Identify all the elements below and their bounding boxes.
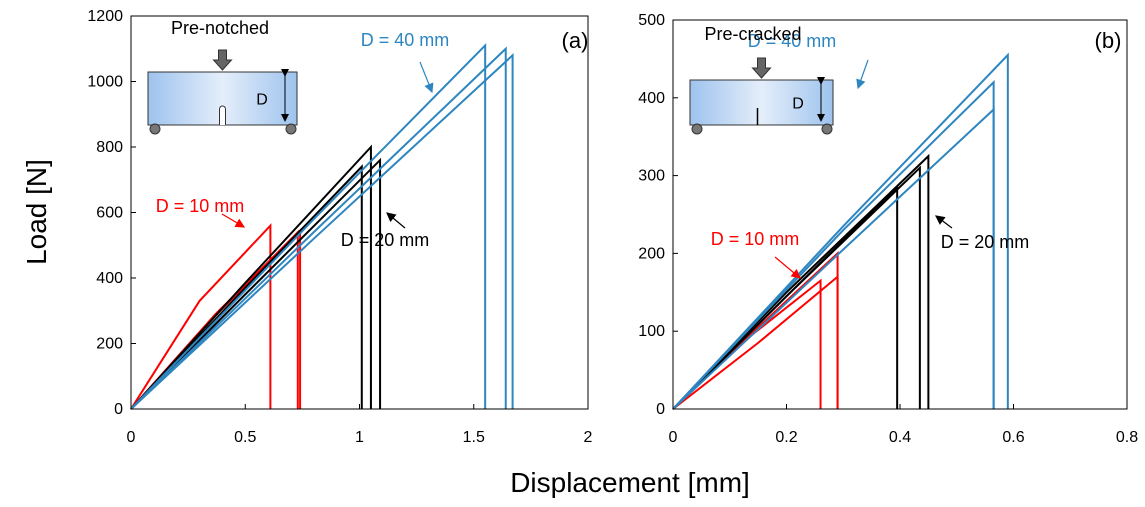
y-tick-label: 300 bbox=[638, 168, 665, 185]
load-arrow bbox=[212, 49, 233, 71]
inset-label: Pre-notched bbox=[171, 18, 269, 38]
y-tick-label: 800 bbox=[96, 139, 123, 156]
x-tick-label: 1.5 bbox=[463, 429, 485, 446]
annotation-arrow bbox=[386, 212, 406, 229]
x-tick-label: 0 bbox=[669, 429, 678, 446]
curve-annotation: D = 10 mm bbox=[156, 196, 245, 216]
x-axis-label: Displacement [mm] bbox=[510, 467, 750, 498]
beam bbox=[689, 79, 834, 126]
y-tick-label: 600 bbox=[96, 205, 123, 222]
x-tick-label: 0.6 bbox=[1002, 429, 1024, 446]
x-tick-label: 0.5 bbox=[234, 429, 256, 446]
plot-frame bbox=[672, 19, 1128, 410]
load-curve bbox=[130, 53, 514, 410]
curve-annotation: D = 20 mm bbox=[941, 232, 1030, 252]
y-tick-label: 1000 bbox=[87, 74, 123, 91]
x-tick-label: 0.2 bbox=[775, 429, 797, 446]
load-curve bbox=[672, 278, 822, 410]
load-curve bbox=[130, 157, 382, 410]
annotation-arrow bbox=[856, 59, 869, 90]
load-curve bbox=[672, 165, 921, 410]
load-curve bbox=[130, 43, 487, 410]
y-tick-label: 500 bbox=[638, 12, 665, 29]
curve-annotation: D = 20 mm bbox=[341, 230, 430, 250]
inset-dim-label: D bbox=[256, 92, 268, 109]
load-curve bbox=[130, 46, 507, 410]
panel-label: (b) bbox=[1095, 28, 1122, 53]
x-tick-label: 0 bbox=[127, 429, 136, 446]
load-curve bbox=[672, 52, 1009, 410]
x-tick-label: 0.8 bbox=[1116, 429, 1138, 446]
panel: 0 100 200 300 400 500 0 0.2 0.4 0.6 0.8 D = 10 mm D … bbox=[638, 12, 1138, 446]
x-tick-label: 2 bbox=[584, 429, 593, 446]
y-tick-label: 1200 bbox=[87, 8, 123, 25]
annotation-arrow bbox=[221, 213, 246, 228]
y-tick-label: 0 bbox=[114, 401, 123, 418]
y-tick-label: 100 bbox=[638, 323, 665, 340]
curve-annotation: D = 40 mm bbox=[361, 30, 450, 50]
support bbox=[821, 123, 833, 135]
notch bbox=[219, 105, 226, 125]
y-tick-label: 0 bbox=[656, 401, 665, 418]
load-curve bbox=[130, 223, 272, 410]
y-tick-label: 400 bbox=[638, 90, 665, 107]
curve-annotation: D = 40 mm bbox=[748, 31, 837, 51]
load-curve bbox=[672, 274, 839, 410]
support bbox=[691, 123, 703, 135]
load-curve bbox=[672, 107, 995, 410]
x-tick-label: 0.4 bbox=[889, 429, 911, 446]
annotation-arrow bbox=[935, 215, 953, 229]
load-curve bbox=[130, 144, 372, 410]
x-tick-label: 1 bbox=[355, 429, 364, 446]
y-axis-label: Load [N] bbox=[21, 159, 52, 265]
y-tick-label: 200 bbox=[96, 336, 123, 353]
annotation-arrow bbox=[774, 256, 801, 279]
inset-label: Pre-cracked bbox=[704, 24, 801, 44]
annotation-arrow bbox=[419, 61, 434, 94]
plot-frame bbox=[130, 15, 589, 410]
support bbox=[149, 123, 161, 135]
panel-label: (a) bbox=[562, 28, 589, 53]
load-arrow bbox=[751, 57, 772, 79]
curve-annotation: D = 10 mm bbox=[711, 229, 800, 249]
y-tick-label: 200 bbox=[638, 245, 665, 262]
inset-dim-label: D bbox=[792, 96, 804, 113]
y-tick-label: 400 bbox=[96, 270, 123, 287]
support bbox=[285, 123, 297, 135]
